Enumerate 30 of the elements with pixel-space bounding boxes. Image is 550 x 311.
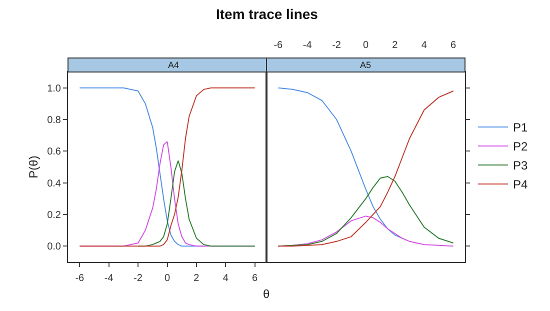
- x-tick-label: 6: [252, 273, 258, 284]
- y-tick-label: 0.2: [47, 210, 62, 221]
- x-tick-label: 0: [362, 40, 369, 51]
- x-tick-label: 2: [392, 40, 398, 51]
- x-tick-label: -4: [302, 40, 312, 51]
- chart-subtitle: A5: [360, 60, 372, 70]
- x-tick-label: -2: [134, 273, 143, 284]
- x-tick-label: 4: [222, 273, 229, 284]
- x-tick-label: 0: [164, 273, 170, 284]
- x-tick-label: -4: [104, 273, 114, 284]
- y-tick-label: 0.8: [47, 115, 62, 126]
- chart-title: Item trace lines: [216, 6, 318, 22]
- legend-label: P4: [513, 178, 528, 192]
- x-tick-label: 6: [450, 40, 457, 51]
- legend-label: P2: [513, 140, 528, 154]
- y-tick-label: 0.4: [47, 178, 62, 190]
- y-tick-label: 0.6: [47, 146, 62, 158]
- x-axis-title: θ: [263, 287, 270, 301]
- x-tick-label: -6: [75, 273, 85, 284]
- x-tick-label: -6: [274, 40, 284, 51]
- chart-subtitle: A4: [168, 60, 180, 70]
- y-tick-label: 1.0: [47, 83, 62, 94]
- y-axis-title: P(θ): [26, 156, 40, 178]
- x-tick-label: 2: [194, 273, 200, 284]
- legend-label: P3: [513, 158, 528, 173]
- x-tick-label: 4: [421, 40, 428, 51]
- legend-label: P1: [513, 120, 528, 135]
- y-tick-label: 0.0: [47, 242, 62, 253]
- line-series: [79, 87, 256, 247]
- x-tick-label: -2: [332, 40, 342, 51]
